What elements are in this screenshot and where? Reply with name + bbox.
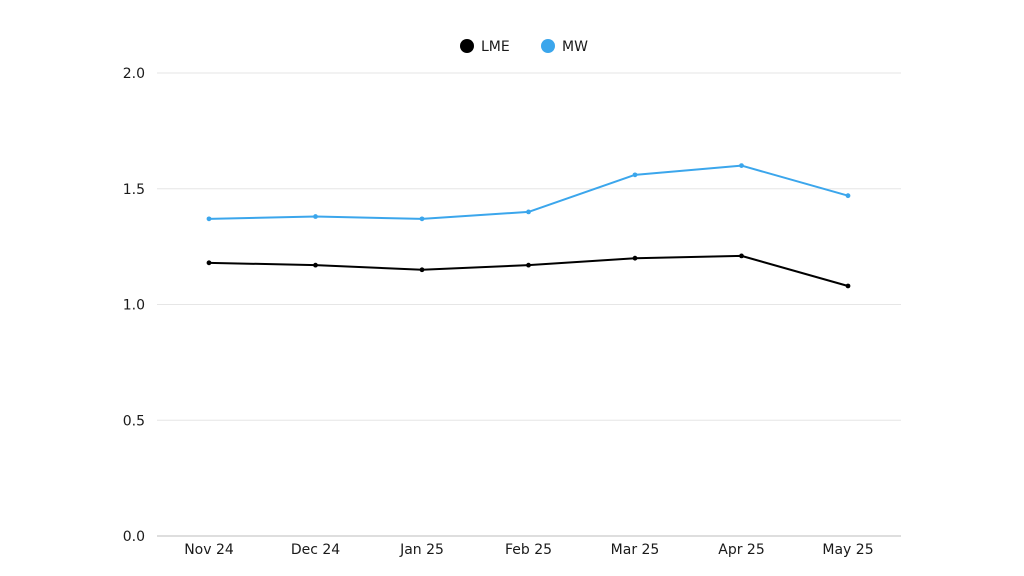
data-point-mw <box>206 216 212 222</box>
data-point-mw <box>419 216 425 222</box>
legend-label-lme: LME <box>481 39 510 55</box>
x-tick-label: Dec 24 <box>291 542 340 558</box>
x-tick-label: May 25 <box>822 542 873 558</box>
y-axis: 0.0 0.5 1.0 1.5 2.0 <box>123 66 145 545</box>
data-point-lme <box>526 262 531 268</box>
y-tick-label: 1.5 <box>123 182 145 198</box>
legend-marker-mw <box>541 39 555 53</box>
gridlines <box>157 72 901 537</box>
data-point-mw <box>845 193 851 199</box>
y-tick-label: 0.5 <box>123 413 145 429</box>
x-tick-label: Apr 25 <box>718 542 764 558</box>
data-point-mw <box>526 209 531 215</box>
data-point-lme <box>845 283 851 289</box>
y-tick-label: 0.0 <box>123 529 145 545</box>
data-point-lme <box>206 260 212 266</box>
x-tick-label: Jan 25 <box>399 542 444 558</box>
x-tick-label: Nov 24 <box>184 542 234 558</box>
series-lines <box>206 163 851 289</box>
data-point-lme <box>632 255 638 261</box>
series-line-lme <box>208 254 849 287</box>
legend-marker-lme <box>460 39 474 53</box>
data-point-mw <box>632 172 638 178</box>
data-point-lme <box>739 253 744 259</box>
data-point-lme <box>419 267 425 273</box>
x-tick-label: Mar 25 <box>611 542 660 558</box>
x-axis: Nov 24 Dec 24 Jan 25 Feb 25 Mar 25 Apr 25 May … <box>184 542 873 558</box>
legend-label-mw: MW <box>562 39 588 55</box>
data-point-mw <box>739 163 744 169</box>
legend: LME MW <box>460 39 588 55</box>
y-tick-label: 2.0 <box>123 66 145 82</box>
x-tick-label: Feb 25 <box>505 542 552 558</box>
data-point-mw <box>313 214 318 219</box>
y-tick-label: 1.0 <box>123 298 145 314</box>
data-point-lme <box>313 262 318 268</box>
